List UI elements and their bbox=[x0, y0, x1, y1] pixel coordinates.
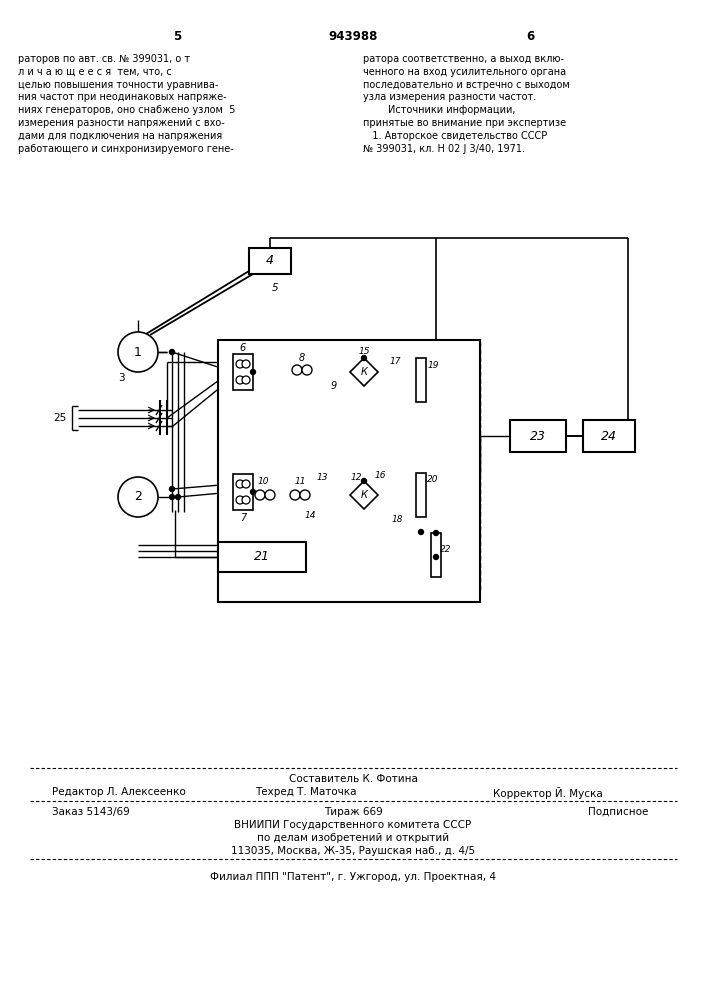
Circle shape bbox=[250, 369, 255, 374]
Circle shape bbox=[236, 376, 244, 384]
Text: л и ч а ю щ е е с я  тем, что, с: л и ч а ю щ е е с я тем, что, с bbox=[18, 67, 172, 77]
Text: 22: 22 bbox=[440, 546, 452, 554]
Bar bbox=[583, 420, 635, 452]
Text: Заказ 5143/69: Заказ 5143/69 bbox=[52, 807, 130, 817]
Text: 20: 20 bbox=[427, 476, 439, 485]
Text: № 399031, кл. Н 02 J 3/40, 1971.: № 399031, кл. Н 02 J 3/40, 1971. bbox=[363, 144, 525, 154]
Circle shape bbox=[255, 490, 265, 500]
Bar bbox=[431, 533, 441, 577]
Circle shape bbox=[433, 554, 438, 560]
Circle shape bbox=[236, 360, 244, 368]
Text: ВНИИПИ Государственного комитета СССР: ВНИИПИ Государственного комитета СССР bbox=[235, 820, 472, 830]
Circle shape bbox=[170, 350, 175, 355]
Text: 13: 13 bbox=[316, 474, 328, 483]
Circle shape bbox=[118, 477, 158, 517]
Text: 1: 1 bbox=[134, 346, 142, 359]
Text: Источники информации,: Источники информации, bbox=[363, 105, 515, 115]
Circle shape bbox=[250, 489, 255, 494]
Text: по делам изобретений и открытий: по делам изобретений и открытий bbox=[257, 833, 449, 843]
Text: ратора соответственно, а выход вклю-: ратора соответственно, а выход вклю- bbox=[363, 54, 564, 64]
Bar bbox=[249, 248, 291, 274]
Text: последовательно и встречно с выходом: последовательно и встречно с выходом bbox=[363, 80, 570, 90]
Text: Техред Т. Маточка: Техред Т. Маточка bbox=[255, 787, 356, 797]
Bar bbox=[230, 342, 480, 590]
Text: 113035, Москва, Ж-35, Раушская наб., д. 4/5: 113035, Москва, Ж-35, Раушская наб., д. … bbox=[231, 846, 475, 856]
Text: 23: 23 bbox=[530, 430, 546, 442]
Text: 19: 19 bbox=[427, 360, 439, 369]
Text: принятые во внимание при экспертизе: принятые во внимание при экспертизе bbox=[363, 118, 566, 128]
Text: работающего и синхронизируемого гене-: работающего и синхронизируемого гене- bbox=[18, 144, 234, 154]
Text: 14: 14 bbox=[304, 512, 316, 520]
Circle shape bbox=[300, 490, 310, 500]
Text: 24: 24 bbox=[601, 430, 617, 442]
Text: 6: 6 bbox=[526, 30, 534, 43]
Text: 7: 7 bbox=[240, 513, 246, 523]
Text: 18: 18 bbox=[391, 516, 403, 524]
Text: 21: 21 bbox=[254, 550, 270, 564]
Text: 943988: 943988 bbox=[328, 30, 378, 43]
Text: 10: 10 bbox=[257, 478, 269, 487]
Circle shape bbox=[242, 496, 250, 504]
Polygon shape bbox=[350, 358, 378, 386]
Circle shape bbox=[118, 332, 158, 372]
Polygon shape bbox=[350, 481, 378, 509]
Bar bbox=[416, 473, 426, 517]
Circle shape bbox=[292, 365, 302, 375]
Text: целью повышения точности уравнива-: целью повышения точности уравнива- bbox=[18, 80, 218, 90]
Circle shape bbox=[236, 496, 244, 504]
Bar bbox=[230, 342, 480, 590]
Circle shape bbox=[170, 494, 175, 499]
Bar bbox=[416, 358, 426, 402]
Text: 4: 4 bbox=[266, 254, 274, 267]
Circle shape bbox=[242, 376, 250, 384]
Circle shape bbox=[242, 360, 250, 368]
Circle shape bbox=[175, 494, 180, 499]
Circle shape bbox=[361, 356, 366, 360]
Bar bbox=[233, 474, 253, 510]
Circle shape bbox=[265, 490, 275, 500]
Text: ния частот при неодинаковых напряже-: ния частот при неодинаковых напряже- bbox=[18, 92, 227, 102]
Bar bbox=[218, 542, 306, 572]
Bar bbox=[218, 340, 480, 602]
Text: 17: 17 bbox=[390, 358, 402, 366]
Text: Подписное: Подписное bbox=[588, 807, 648, 817]
Circle shape bbox=[302, 365, 312, 375]
Text: 11: 11 bbox=[294, 478, 305, 487]
Text: Тираж 669: Тираж 669 bbox=[324, 807, 382, 817]
Circle shape bbox=[419, 530, 423, 534]
Circle shape bbox=[290, 490, 300, 500]
Text: Корректор Й. Муска: Корректор Й. Муска bbox=[493, 787, 603, 799]
Circle shape bbox=[236, 480, 244, 488]
Text: 12: 12 bbox=[350, 474, 362, 483]
Text: дами для подключения на напряжения: дами для подключения на напряжения bbox=[18, 131, 222, 141]
Text: К: К bbox=[361, 367, 368, 377]
Bar bbox=[230, 360, 432, 508]
Text: 2: 2 bbox=[134, 490, 142, 504]
Circle shape bbox=[433, 530, 438, 536]
Text: 6: 6 bbox=[240, 343, 246, 353]
Text: 1. Авторское свидетельство СССР: 1. Авторское свидетельство СССР bbox=[363, 131, 547, 141]
Circle shape bbox=[242, 480, 250, 488]
Circle shape bbox=[361, 479, 366, 484]
Text: К: К bbox=[361, 490, 368, 500]
Text: измерения разности напряжений с вхо-: измерения разности напряжений с вхо- bbox=[18, 118, 225, 128]
Text: Филиал ППП "Патент", г. Ужгород, ул. Проектная, 4: Филиал ППП "Патент", г. Ужгород, ул. Про… bbox=[210, 872, 496, 882]
Text: 3: 3 bbox=[118, 373, 125, 383]
Bar bbox=[510, 420, 566, 452]
Text: 5: 5 bbox=[271, 283, 279, 293]
Text: Редактор Л. Алексеенко: Редактор Л. Алексеенко bbox=[52, 787, 186, 797]
Circle shape bbox=[170, 487, 175, 491]
Text: 15: 15 bbox=[358, 348, 370, 357]
Text: ченного на вход усилительного органа: ченного на вход усилительного органа bbox=[363, 67, 566, 77]
Text: ниях генераторов, оно снабжено узлом  5: ниях генераторов, оно снабжено узлом 5 bbox=[18, 105, 235, 115]
Text: 16: 16 bbox=[374, 471, 386, 480]
Text: узла измерения разности частот.: узла измерения разности частот. bbox=[363, 92, 536, 102]
Text: Составитель К. Фотина: Составитель К. Фотина bbox=[288, 774, 417, 784]
Bar bbox=[233, 354, 253, 390]
Text: раторов по авт. св. № 399031, о т: раторов по авт. св. № 399031, о т bbox=[18, 54, 190, 64]
Text: 8: 8 bbox=[299, 353, 305, 363]
Text: 25: 25 bbox=[54, 413, 67, 423]
Text: 9: 9 bbox=[331, 381, 337, 391]
Text: 5: 5 bbox=[173, 30, 181, 43]
